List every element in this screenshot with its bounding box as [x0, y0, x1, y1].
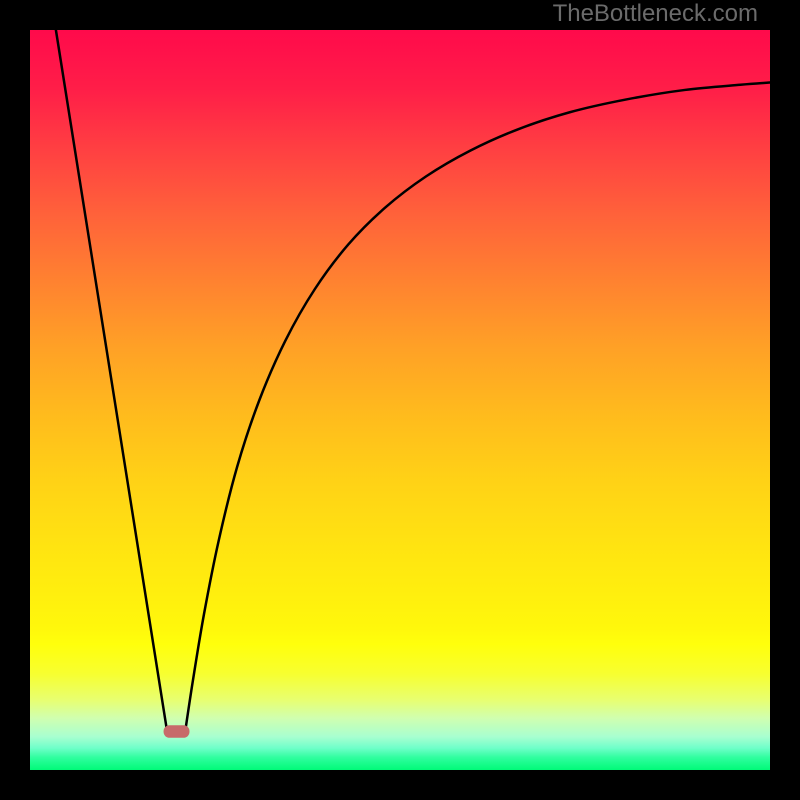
watermark-text: TheBottleneck.com — [553, 0, 758, 28]
optimal-point-marker — [164, 725, 190, 738]
chart-container: { "watermark": { "text": "TheBottleneck.… — [0, 0, 800, 800]
bottleneck-curve — [56, 30, 770, 730]
chart-svg — [0, 0, 800, 800]
